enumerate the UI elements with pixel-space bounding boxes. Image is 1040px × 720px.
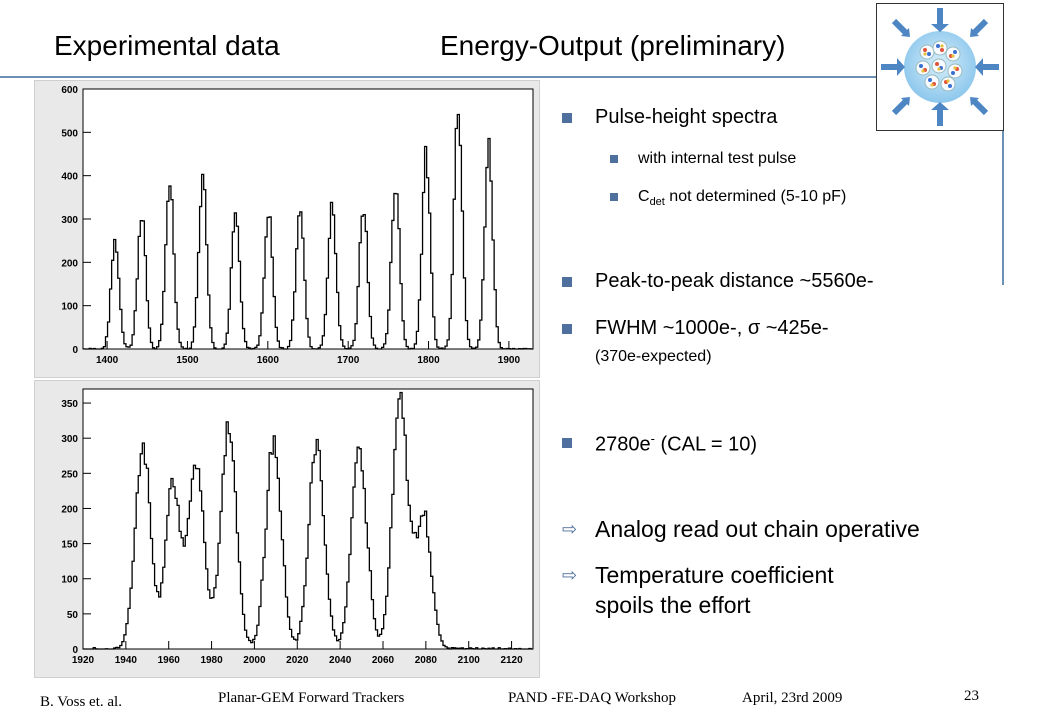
bullet-text: 2780e- (CAL = 10) bbox=[595, 431, 758, 456]
bullet-marker bbox=[562, 324, 572, 334]
y-tick-label: 400 bbox=[61, 172, 78, 183]
plot-area bbox=[82, 388, 534, 650]
x-tick-label: 2020 bbox=[286, 655, 309, 666]
x-tick-label: 2000 bbox=[243, 655, 266, 666]
x-tick-label: 1960 bbox=[158, 655, 181, 666]
spectrum-plot-top: 0 100 200 300 400 500 600 1400 1500 1600 1700 1800 1… bbox=[34, 80, 540, 378]
x-tick-label: 1400 bbox=[96, 355, 119, 366]
x-tick-label: 1920 bbox=[72, 655, 95, 666]
spectrum-plot-bottom: 0 50 100 150 200 250 300 350 1920 1940 1960 1980 200… bbox=[34, 380, 540, 678]
x-tick-label: 1700 bbox=[337, 355, 360, 366]
conclusion-text: Analog read out chain operative bbox=[595, 516, 920, 542]
x-tick-label: 2080 bbox=[415, 655, 438, 666]
x-tick-label: 1800 bbox=[417, 355, 440, 366]
plot-area bbox=[82, 88, 534, 350]
y-tick-label: 0 bbox=[72, 345, 78, 356]
x-tick-label: 2120 bbox=[500, 655, 523, 666]
bullet-text: Pulse-height spectra bbox=[595, 106, 778, 128]
bullet-marker bbox=[562, 438, 572, 448]
y-tick-label: 300 bbox=[61, 434, 78, 445]
x-tick-label: 1600 bbox=[257, 355, 280, 366]
conclusion-text: spoils the effort bbox=[595, 592, 751, 618]
y-tick-label: 500 bbox=[61, 128, 78, 139]
footer-page-number: 23 bbox=[964, 688, 979, 704]
footer-talk: Planar-GEM Forward Trackers bbox=[218, 690, 405, 706]
x-tick-label: 1940 bbox=[115, 655, 138, 666]
right-divider bbox=[1002, 120, 1004, 285]
title-underline bbox=[0, 76, 890, 78]
bullet-marker bbox=[562, 113, 572, 123]
spectrum-chart-top: 0 100 200 300 400 500 600 1400 1500 1600 1700 1800 1… bbox=[61, 85, 534, 366]
detector-target-logo-icon bbox=[876, 3, 1004, 131]
y-tick-label: 600 bbox=[61, 85, 78, 96]
x-tick-label: 1900 bbox=[498, 355, 521, 366]
x-tick-label: 1980 bbox=[200, 655, 223, 666]
y-tick-label: 150 bbox=[61, 540, 78, 551]
footer-event: PAND -FE-DAQ Workshop bbox=[508, 690, 676, 706]
bullet-text: Peak-to-peak distance ~5560e- bbox=[595, 270, 874, 292]
arrow-right-icon: ⇨ bbox=[562, 565, 578, 585]
slide-title-left: Experimental data bbox=[54, 30, 280, 61]
x-tick-label: 2100 bbox=[458, 655, 481, 666]
y-tick-label: 100 bbox=[61, 575, 78, 586]
arrow-right-icon: ⇨ bbox=[562, 519, 578, 539]
y-tick-label: 50 bbox=[67, 610, 79, 621]
bullet-marker bbox=[610, 193, 618, 201]
bullet-marker bbox=[610, 155, 618, 163]
bullet-text: with internal test pulse bbox=[638, 150, 797, 167]
bullet-text: Cdet not determined (5-10 pF) bbox=[638, 188, 847, 209]
spectrum-series bbox=[83, 391, 533, 650]
bullet-marker bbox=[562, 277, 572, 287]
bullet-text: FWHM ~1000e-, σ ~425e- bbox=[595, 317, 829, 339]
y-tick-label: 100 bbox=[61, 302, 78, 313]
x-tick-label: 1500 bbox=[176, 355, 199, 366]
y-tick-label: 250 bbox=[61, 469, 78, 480]
y-tick-label: 300 bbox=[61, 215, 78, 226]
spectrum-chart-bottom: 0 50 100 150 200 250 300 350 1920 1940 1960 1980 200… bbox=[61, 388, 534, 666]
bullet-fwhm-expected: (370e-expected) bbox=[595, 348, 712, 365]
y-tick-label: 0 bbox=[72, 645, 78, 656]
spectrum-series bbox=[83, 113, 533, 350]
footer-author: B. Voss et. al. bbox=[40, 694, 122, 710]
y-tick-label: 350 bbox=[61, 399, 78, 410]
footer-date: April, 23rd 2009 bbox=[742, 690, 843, 706]
slide-title-right: Energy-Output (preliminary) bbox=[440, 30, 786, 61]
y-tick-label: 200 bbox=[61, 258, 78, 269]
y-tick-label: 200 bbox=[61, 504, 78, 515]
x-tick-label: 2060 bbox=[372, 655, 395, 666]
x-tick-label: 2040 bbox=[329, 655, 352, 666]
conclusion-text: Temperature coefficient bbox=[595, 562, 834, 588]
